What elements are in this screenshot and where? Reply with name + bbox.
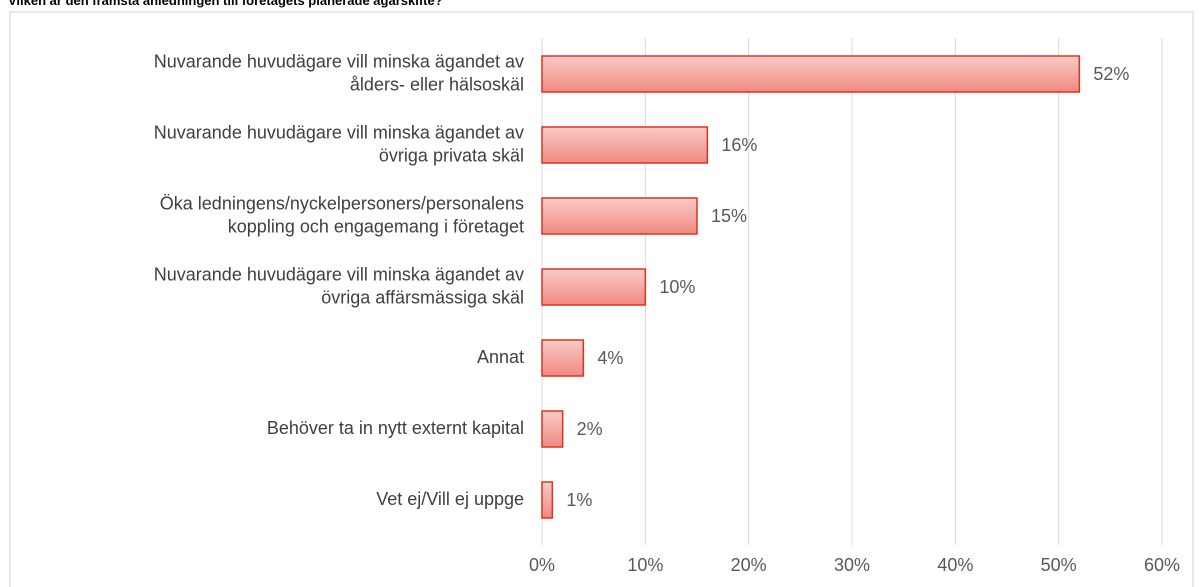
bar: [541, 126, 709, 164]
value-label: 1%: [566, 490, 592, 510]
value-label: 4%: [597, 348, 623, 368]
y-tick-label: övriga privata skäl: [379, 145, 524, 165]
y-tick-label: Öka ledningens/nyckelpersoners/personale…: [160, 193, 524, 213]
x-tick-label: 40%: [937, 555, 973, 575]
bar: [541, 339, 585, 377]
y-tick-label: Annat: [477, 347, 524, 367]
x-tick-label: 50%: [1041, 555, 1077, 575]
bar: [541, 55, 1081, 93]
bar: [541, 410, 564, 448]
x-tick-label: 30%: [834, 555, 870, 575]
x-tick-label: 0%: [529, 555, 555, 575]
value-label: 16%: [721, 135, 757, 155]
value-label: 52%: [1093, 64, 1129, 84]
x-tick-label: 60%: [1144, 555, 1180, 575]
y-tick-label: Nuvarande huvudägare vill minska ägandet…: [154, 122, 524, 142]
y-tick-label: koppling och engagemang i företaget: [228, 216, 524, 236]
y-tick-label: Nuvarande huvudägare vill minska ägandet…: [154, 51, 524, 71]
x-tick-label: 20%: [731, 555, 767, 575]
y-tick-label: ålders- eller hälsoskäl: [350, 74, 524, 94]
chart-title: Vilken är den främsta anledningen till f…: [8, 0, 443, 8]
y-tick-label: Nuvarande huvudägare vill minska ägandet…: [154, 264, 524, 284]
bar: [541, 197, 698, 235]
value-label: 2%: [577, 419, 603, 439]
y-tick-label: Vet ej/Vill ej uppge: [376, 489, 524, 509]
value-label: 10%: [659, 277, 695, 297]
bar: [541, 481, 554, 519]
value-label: 15%: [711, 206, 747, 226]
y-tick-label: Behöver ta in nytt externt kapital: [267, 418, 524, 438]
bar: [541, 268, 647, 306]
x-tick-label: 10%: [627, 555, 663, 575]
y-tick-label: övriga affärsmässiga skäl: [321, 287, 524, 307]
